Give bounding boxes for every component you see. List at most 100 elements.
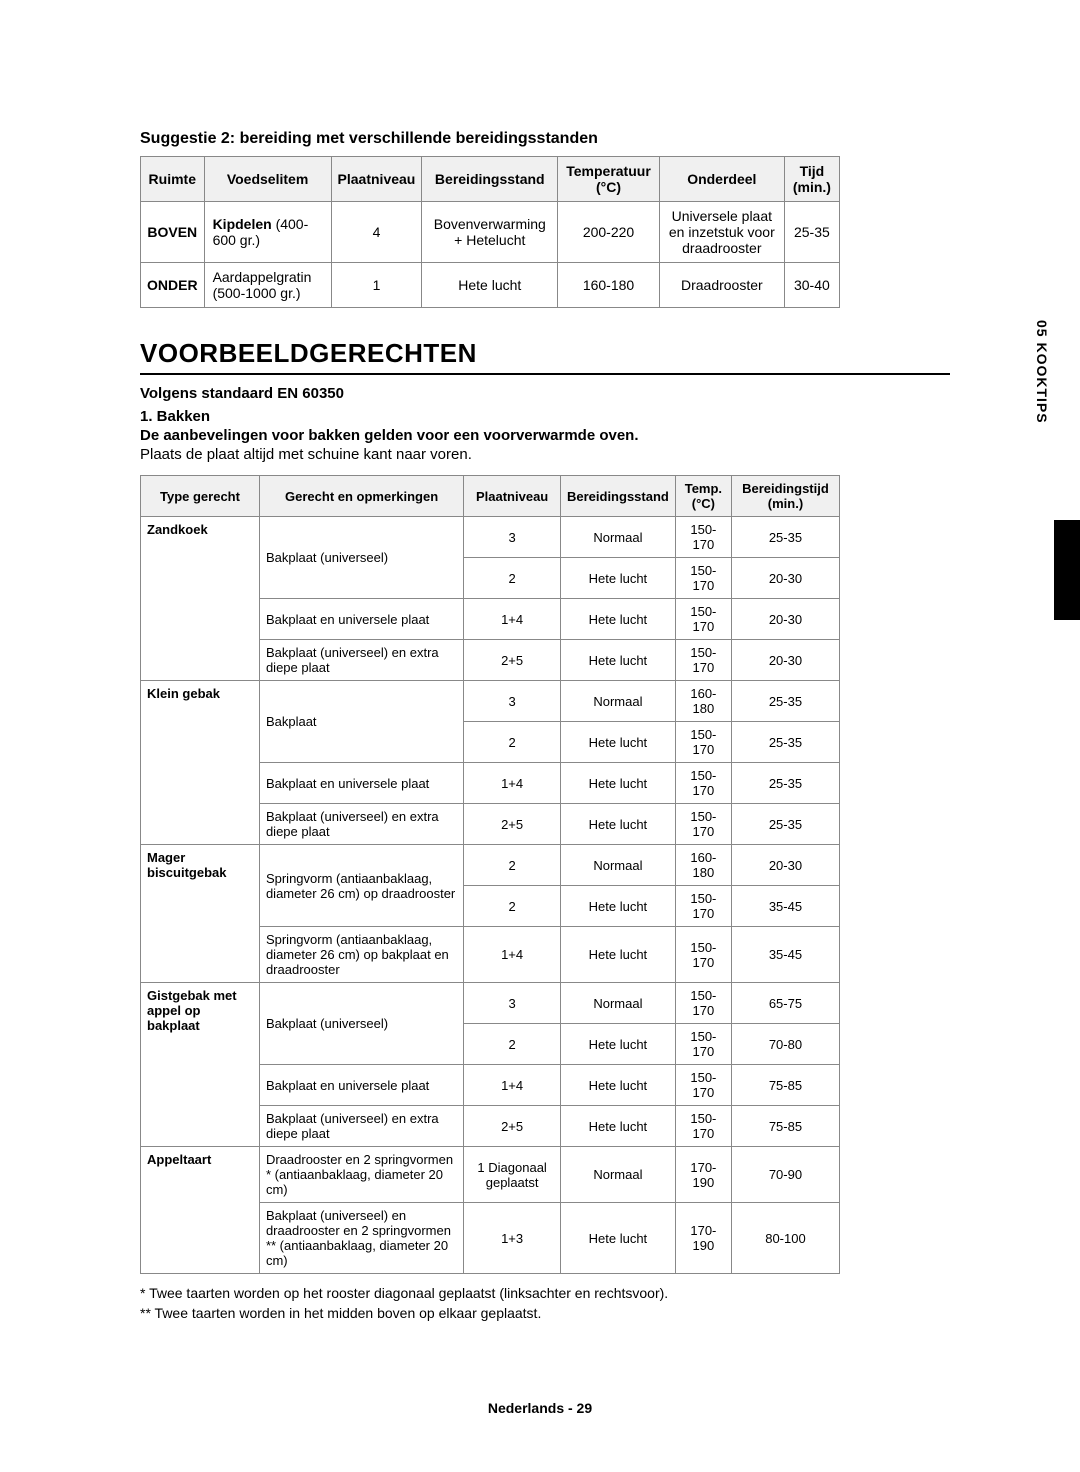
dish-cell: Bakplaat (universeel) en extra diepe pla… [259,804,463,845]
type-cell: Mager biscuitgebak [141,845,260,983]
table-cell: 150-170 [675,763,731,804]
table-cell: 70-80 [731,1024,839,1065]
table-cell: 3 [464,681,561,722]
dish-cell: Bakplaat (universeel) [259,517,463,599]
dish-cell: Springvorm (antiaanbaklaag, diameter 26 … [259,927,463,983]
table-cell: 65-75 [731,983,839,1024]
standard-line: Volgens standaard EN 60350 [140,385,950,402]
table-cell: 200-220 [558,202,660,263]
table-cell: 150-170 [675,804,731,845]
table-cell: 70-90 [731,1147,839,1203]
table-cell: 25-35 [731,763,839,804]
table-cell: 2 [464,722,561,763]
table-cell: 150-170 [675,1024,731,1065]
table-cell: Normaal [560,845,675,886]
suggestion-table: RuimteVoedselitemPlaatniveauBereidingsst… [140,156,840,308]
table1-header: Temperatuur (°C) [558,157,660,202]
table-cell: Kipdelen (400-600 gr.) [204,202,331,263]
table-cell: 150-170 [675,886,731,927]
table-cell: Hete lucht [560,763,675,804]
table-cell: 2+5 [464,1106,561,1147]
table-cell: Hete lucht [560,722,675,763]
dish-cell: Bakplaat en universele plaat [259,599,463,640]
table-cell: 20-30 [731,599,839,640]
table-row: ONDERAardappelgratin (500-1000 gr.)1Hete… [141,263,840,308]
table-cell: 2+5 [464,640,561,681]
table-cell: 2 [464,886,561,927]
table-cell: Hete lucht [422,263,558,308]
table-cell: Universele plaat en inzetstuk voor draad… [659,202,784,263]
table-cell: 160-180 [675,681,731,722]
table-cell: Hete lucht [560,1065,675,1106]
manual-page: 05 KOOKTIPS Suggestie 2: bereiding met v… [0,0,1080,1472]
dish-cell: Bakplaat en universele plaat [259,763,463,804]
table-cell: 160-180 [675,845,731,886]
table2-header: Temp. (°C) [675,476,731,517]
table1-header: Plaatniveau [331,157,422,202]
table-cell: 75-85 [731,1065,839,1106]
table-cell: 1+4 [464,927,561,983]
table-cell: BOVEN [141,202,205,263]
table-cell: 1 [331,263,422,308]
table-cell: 25-35 [731,722,839,763]
table-row: Mager biscuitgebakSpringvorm (antiaanbak… [141,845,840,886]
table-cell: 150-170 [675,599,731,640]
table-cell: 25-35 [731,804,839,845]
table2-header: Gerecht en opmerkingen [259,476,463,517]
table-row: ZandkoekBakplaat (universeel)3Normaal150… [141,517,840,558]
table1-header: Ruimte [141,157,205,202]
table-cell: 160-180 [558,263,660,308]
dish-cell: Bakplaat en universele plaat [259,1065,463,1106]
table-cell: 35-45 [731,886,839,927]
table-cell: Bovenverwarming + Hetelucht [422,202,558,263]
table-cell: 2 [464,558,561,599]
dish-cell: Bakplaat (universeel) en draadrooster en… [259,1203,463,1274]
table1-header: Voedselitem [204,157,331,202]
table-cell: 80-100 [731,1203,839,1274]
step-title: 1. Bakken [140,408,950,425]
table-row: Gistgebak met appel op bakplaatBakplaat … [141,983,840,1024]
table-cell: Hete lucht [560,804,675,845]
table-cell: 150-170 [675,1065,731,1106]
table-cell: Draadrooster [659,263,784,308]
table-cell: 2+5 [464,804,561,845]
side-tab-label: 05 KOOKTIPS [1034,320,1050,424]
table2-header: Bereidingstijd (min.) [731,476,839,517]
suggestion-title: Suggestie 2: bereiding met verschillende… [140,130,950,148]
table-cell: Normaal [560,681,675,722]
type-cell: Klein gebak [141,681,260,845]
recommend-line: De aanbevelingen voor bakken gelden voor… [140,427,950,444]
table-cell: 150-170 [675,1106,731,1147]
table-cell: 1+4 [464,1065,561,1106]
dish-cell: Bakplaat (universeel) en extra diepe pla… [259,640,463,681]
table-cell: 4 [331,202,422,263]
table-cell: Hete lucht [560,1203,675,1274]
section-title: VOORBEELDGERECHTEN [140,338,950,375]
table-cell: ONDER [141,263,205,308]
table-cell: 35-45 [731,927,839,983]
footnotes: * Twee taarten worden op het rooster dia… [140,1284,950,1323]
table1-header: Bereidingsstand [422,157,558,202]
dish-cell: Bakplaat (universeel) [259,983,463,1065]
table-cell: Aardappelgratin (500-1000 gr.) [204,263,331,308]
table-cell: Normaal [560,983,675,1024]
table-cell: Hete lucht [560,599,675,640]
table-cell: 2 [464,1024,561,1065]
table-cell: Hete lucht [560,640,675,681]
table-cell: 1+3 [464,1203,561,1274]
table-cell: Hete lucht [560,1106,675,1147]
table-cell: 3 [464,983,561,1024]
table-cell: 150-170 [675,517,731,558]
table-cell: 150-170 [675,640,731,681]
footnote-1: * Twee taarten worden op het rooster dia… [140,1284,950,1304]
table1-header: Onderdeel [659,157,784,202]
table-cell: Normaal [560,1147,675,1203]
table-row: BOVENKipdelen (400-600 gr.)4Bovenverwarm… [141,202,840,263]
table-cell: 75-85 [731,1106,839,1147]
table-cell: 2 [464,845,561,886]
table-row: Klein gebakBakplaat3Normaal160-18025-35 [141,681,840,722]
type-cell: Zandkoek [141,517,260,681]
table2-header: Plaatniveau [464,476,561,517]
table-cell: 25-35 [784,202,839,263]
table-cell: 30-40 [784,263,839,308]
